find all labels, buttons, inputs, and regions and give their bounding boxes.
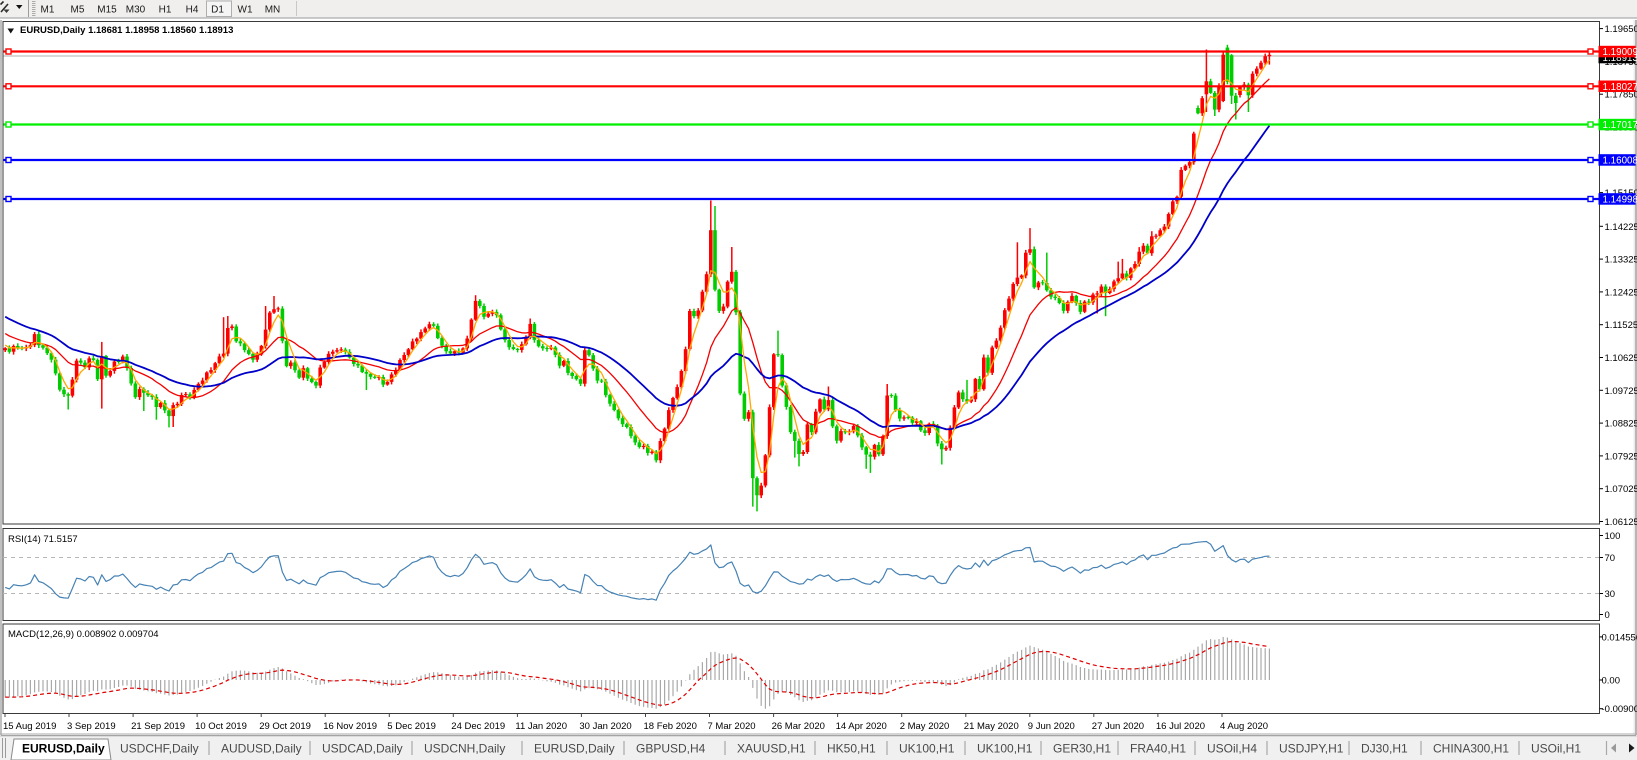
svg-text:M1: M1: [41, 5, 55, 16]
svg-text:0.00: 0.00: [1602, 676, 1621, 687]
svg-text:1.16008: 1.16008: [1603, 156, 1637, 167]
svg-text:RSI(14) 71.5157: RSI(14) 71.5157: [8, 534, 78, 545]
svg-text:1.14225: 1.14225: [1605, 222, 1637, 233]
svg-text:USDCAD,Daily: USDCAD,Daily: [322, 742, 403, 756]
svg-text:3 Sep 2019: 3 Sep 2019: [67, 721, 116, 732]
svg-text:GER30,H1: GER30,H1: [1053, 742, 1111, 756]
svg-text:USDCNH,Daily: USDCNH,Daily: [424, 742, 505, 756]
svg-text:30: 30: [1605, 589, 1616, 600]
svg-text:26 Mar 2020: 26 Mar 2020: [772, 721, 825, 732]
svg-text:D1: D1: [211, 5, 224, 16]
svg-text:USDCHF,Daily: USDCHF,Daily: [120, 742, 199, 756]
svg-text:70: 70: [1605, 553, 1616, 564]
svg-text:1.09725: 1.09725: [1605, 386, 1637, 397]
svg-text:XAUUSD,H1: XAUUSD,H1: [737, 742, 806, 756]
svg-text:7 Mar 2020: 7 Mar 2020: [708, 721, 756, 732]
svg-text:18 Feb 2020: 18 Feb 2020: [644, 721, 697, 732]
svg-text:USOil,H4: USOil,H4: [1207, 742, 1257, 756]
svg-text:H1: H1: [159, 5, 172, 16]
svg-text:1.07025: 1.07025: [1605, 484, 1637, 495]
svg-text:1.17850: 1.17850: [1605, 90, 1637, 101]
svg-text:1.17017: 1.17017: [1603, 120, 1637, 131]
svg-text:GBPUSD,H4: GBPUSD,H4: [636, 742, 706, 756]
svg-text:UK100,H1: UK100,H1: [899, 742, 955, 756]
svg-text:16 Jul 2020: 16 Jul 2020: [1156, 721, 1205, 732]
svg-text:1.18913: 1.18913: [1603, 53, 1637, 64]
svg-text:M5: M5: [71, 5, 85, 16]
svg-text:HK50,H1: HK50,H1: [827, 742, 876, 756]
svg-text:FRA40,H1: FRA40,H1: [1130, 742, 1186, 756]
svg-text:USOil,H1: USOil,H1: [1531, 742, 1581, 756]
svg-text:DJ30,H1: DJ30,H1: [1361, 742, 1408, 756]
svg-text:100: 100: [1605, 531, 1621, 542]
svg-text:21 May 2020: 21 May 2020: [964, 721, 1019, 732]
svg-text:14 Apr 2020: 14 Apr 2020: [836, 721, 887, 732]
svg-text:1.19009: 1.19009: [1603, 47, 1637, 58]
svg-text:5 Dec 2019: 5 Dec 2019: [387, 721, 436, 732]
svg-text:1.14998: 1.14998: [1603, 195, 1637, 206]
svg-text:29 Oct 2019: 29 Oct 2019: [259, 721, 311, 732]
svg-text:1.19650: 1.19650: [1605, 24, 1637, 35]
svg-text:EURUSD,Daily: EURUSD,Daily: [534, 742, 615, 756]
svg-text:4 Aug 2020: 4 Aug 2020: [1220, 721, 1268, 732]
svg-text:11 Jan 2020: 11 Jan 2020: [515, 721, 567, 732]
svg-text:16 Nov 2019: 16 Nov 2019: [323, 721, 377, 732]
svg-text:EURUSD,Daily: EURUSD,Daily: [22, 742, 105, 756]
svg-text:1.07925: 1.07925: [1605, 451, 1637, 462]
svg-text:M30: M30: [126, 5, 146, 16]
svg-text:MACD(12,26,9) 0.008902 0.00970: MACD(12,26,9) 0.008902 0.009704: [8, 629, 159, 640]
svg-text:1.08825: 1.08825: [1605, 419, 1637, 430]
svg-text:1.06125: 1.06125: [1605, 517, 1637, 528]
svg-text:1.10625: 1.10625: [1605, 353, 1637, 364]
svg-text:M15: M15: [97, 5, 117, 16]
svg-text:0: 0: [1605, 610, 1610, 621]
svg-text:1.12425: 1.12425: [1605, 287, 1637, 298]
svg-text:15 Aug 2019: 15 Aug 2019: [3, 721, 56, 732]
svg-text:1.13325: 1.13325: [1605, 255, 1637, 266]
svg-text:9 Jun 2020: 9 Jun 2020: [1028, 721, 1075, 732]
svg-text:1.18027: 1.18027: [1603, 82, 1637, 93]
svg-text:AUDUSD,Daily: AUDUSD,Daily: [221, 742, 302, 756]
svg-text:UK100,H1: UK100,H1: [977, 742, 1033, 756]
svg-text:10 Oct 2019: 10 Oct 2019: [195, 721, 247, 732]
svg-text:1.11525: 1.11525: [1605, 320, 1637, 331]
svg-text:H4: H4: [186, 5, 199, 16]
svg-text:MN: MN: [265, 5, 281, 16]
svg-text:EURUSD,Daily 1.18681 1.18958: EURUSD,Daily 1.18681 1.18958 1.18560 1.1…: [20, 25, 233, 36]
svg-text:30 Jan 2020: 30 Jan 2020: [579, 721, 631, 732]
svg-text:0.014556: 0.014556: [1602, 632, 1637, 643]
svg-text:W1: W1: [238, 5, 253, 16]
svg-text:21 Sep 2019: 21 Sep 2019: [131, 721, 185, 732]
svg-text:24 Dec 2019: 24 Dec 2019: [451, 721, 505, 732]
svg-text:27 Jun 2020: 27 Jun 2020: [1092, 721, 1144, 732]
svg-text:-0.00900: -0.00900: [1602, 704, 1637, 715]
svg-text:2 May 2020: 2 May 2020: [900, 721, 950, 732]
svg-text:CHINA300,H1: CHINA300,H1: [1433, 742, 1509, 756]
svg-text:USDJPY,H1: USDJPY,H1: [1279, 742, 1344, 756]
